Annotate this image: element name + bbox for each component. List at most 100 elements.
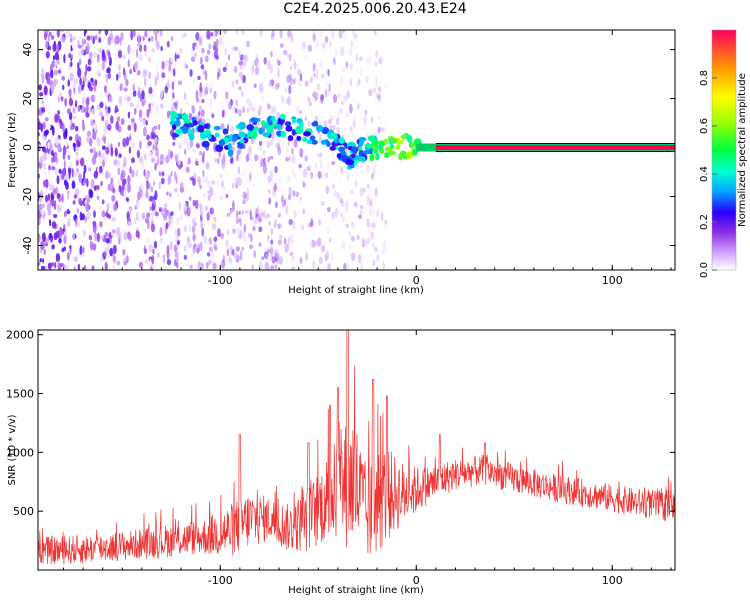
spectrogram-cell (350, 189, 354, 194)
spectrogram-cell (236, 210, 239, 219)
spectrogram-cell (345, 223, 350, 228)
spectrogram-cell (122, 248, 126, 256)
spectrogram-cell (42, 162, 46, 170)
spectrogram-cell (108, 60, 112, 67)
spectrogram-cell (148, 71, 151, 80)
spectrogram-cell (90, 35, 94, 41)
spectrogram-cell (123, 95, 129, 102)
x-tick-label: -100 (208, 574, 233, 587)
spectrogram-trace-cell (280, 131, 287, 138)
spectrogram-cell (82, 123, 85, 132)
spectrogram-trace-cell (295, 126, 304, 135)
spectrogram-trace-cell (311, 139, 318, 145)
spectrogram-cell (340, 100, 344, 106)
spectrogram-cell (56, 54, 60, 60)
spectrogram-cell (128, 233, 132, 242)
spectrogram-cell (56, 193, 60, 200)
spectrogram-cell (170, 98, 174, 108)
spectrogram-cell (260, 211, 264, 218)
spectrogram-cell (288, 155, 291, 162)
spectrogram-cell (294, 76, 297, 84)
spectrogram-cell (372, 259, 376, 267)
y-tick-label: 2000 (6, 329, 34, 342)
spectrogram-cell (215, 38, 219, 47)
spectrogram-cell (67, 217, 72, 224)
spectrogram-cell (82, 96, 85, 107)
spectrogram-cell (309, 75, 314, 82)
snr-frame (37, 329, 676, 571)
spectrogram-cell (102, 133, 105, 140)
spectrogram-trace-cell (338, 146, 346, 153)
spectrogram-cell (201, 227, 204, 237)
spectrogram-cell (49, 143, 53, 152)
spectrogram-cell (258, 215, 262, 221)
spectrogram-cell (225, 61, 228, 69)
spectrogram-cell (320, 200, 325, 206)
y-tick-label: 1500 (6, 388, 34, 401)
spectrogram-cell (200, 221, 204, 229)
spectrogram-trace-cell (371, 149, 379, 154)
spectrogram-cell (377, 126, 381, 135)
spectrogram-cell (151, 264, 156, 269)
spectrogram-cell (217, 228, 221, 238)
spectrogram-cell (96, 69, 100, 77)
spectrogram-cell (232, 106, 236, 113)
spectrogram-cell (48, 103, 52, 113)
spectrogram-cell (77, 105, 81, 113)
spectrogram-cell (104, 30, 109, 36)
spectrogram-cell (192, 199, 196, 207)
spectrogram-cell (317, 237, 322, 247)
spectrogram-cell (80, 157, 85, 167)
snr-series-line (38, 330, 675, 565)
spectrogram-cell (249, 211, 253, 220)
spectrogram-cell (341, 96, 346, 106)
colorbar-tick-label: 0.6 (699, 118, 710, 134)
spectrogram-cell (285, 156, 289, 162)
spectrogram-cell (255, 213, 258, 219)
spectrogram-cell (51, 221, 57, 229)
spectrogram-cell (71, 41, 75, 50)
spectrogram-cell (384, 222, 388, 228)
spectrogram-cell (276, 111, 281, 120)
spectrogram-cell (70, 119, 73, 126)
spectrogram-cell (323, 120, 328, 129)
spectrogram-cell (331, 211, 336, 220)
spectrogram-cell (292, 220, 296, 231)
spectrogram-cell (283, 198, 286, 206)
spectrogram-cell (112, 188, 116, 194)
spectrogram-cell (331, 161, 336, 166)
spectrogram-trace-cell (358, 146, 363, 151)
spectrogram-trace-cell (238, 121, 246, 130)
spectrogram-cell (70, 33, 73, 39)
spectrogram-cell (156, 42, 160, 50)
spectrogram-cell (183, 92, 187, 101)
spectrogram-cell (216, 55, 219, 61)
spectrogram-cell (85, 105, 89, 112)
spectrogram-cell (320, 134, 324, 140)
spectrogram-cell (287, 96, 291, 106)
spectrogram-cell (191, 104, 196, 112)
spectrogram-cell (349, 62, 353, 71)
spectrogram-cell (267, 234, 270, 240)
spectrogram-cell (230, 125, 235, 134)
spectrogram-cell (288, 30, 292, 37)
spectrogram-cell (144, 153, 147, 161)
spectrogram-cell (150, 223, 156, 233)
spectrogram-cell (253, 250, 256, 259)
spectrogram-cell (128, 31, 131, 38)
spectrogram-cell (365, 195, 369, 205)
spectrogram-cell (99, 110, 103, 117)
spectrogram-cell (192, 147, 196, 153)
spectrogram-cell (318, 152, 323, 158)
spectrogram-cell (268, 80, 272, 88)
spectrogram-cell (332, 124, 336, 131)
x-tick-label: 0 (413, 274, 420, 287)
spectrogram-cell (130, 142, 136, 149)
spectrogram-cell (263, 57, 267, 65)
spectrogram-cell (81, 38, 85, 47)
spectrogram-cell (251, 65, 255, 75)
spectrogram-cell (201, 98, 205, 104)
spectrogram-cell (105, 87, 108, 98)
spectrogram-cell (304, 155, 309, 162)
spectrogram-cell (156, 71, 160, 81)
